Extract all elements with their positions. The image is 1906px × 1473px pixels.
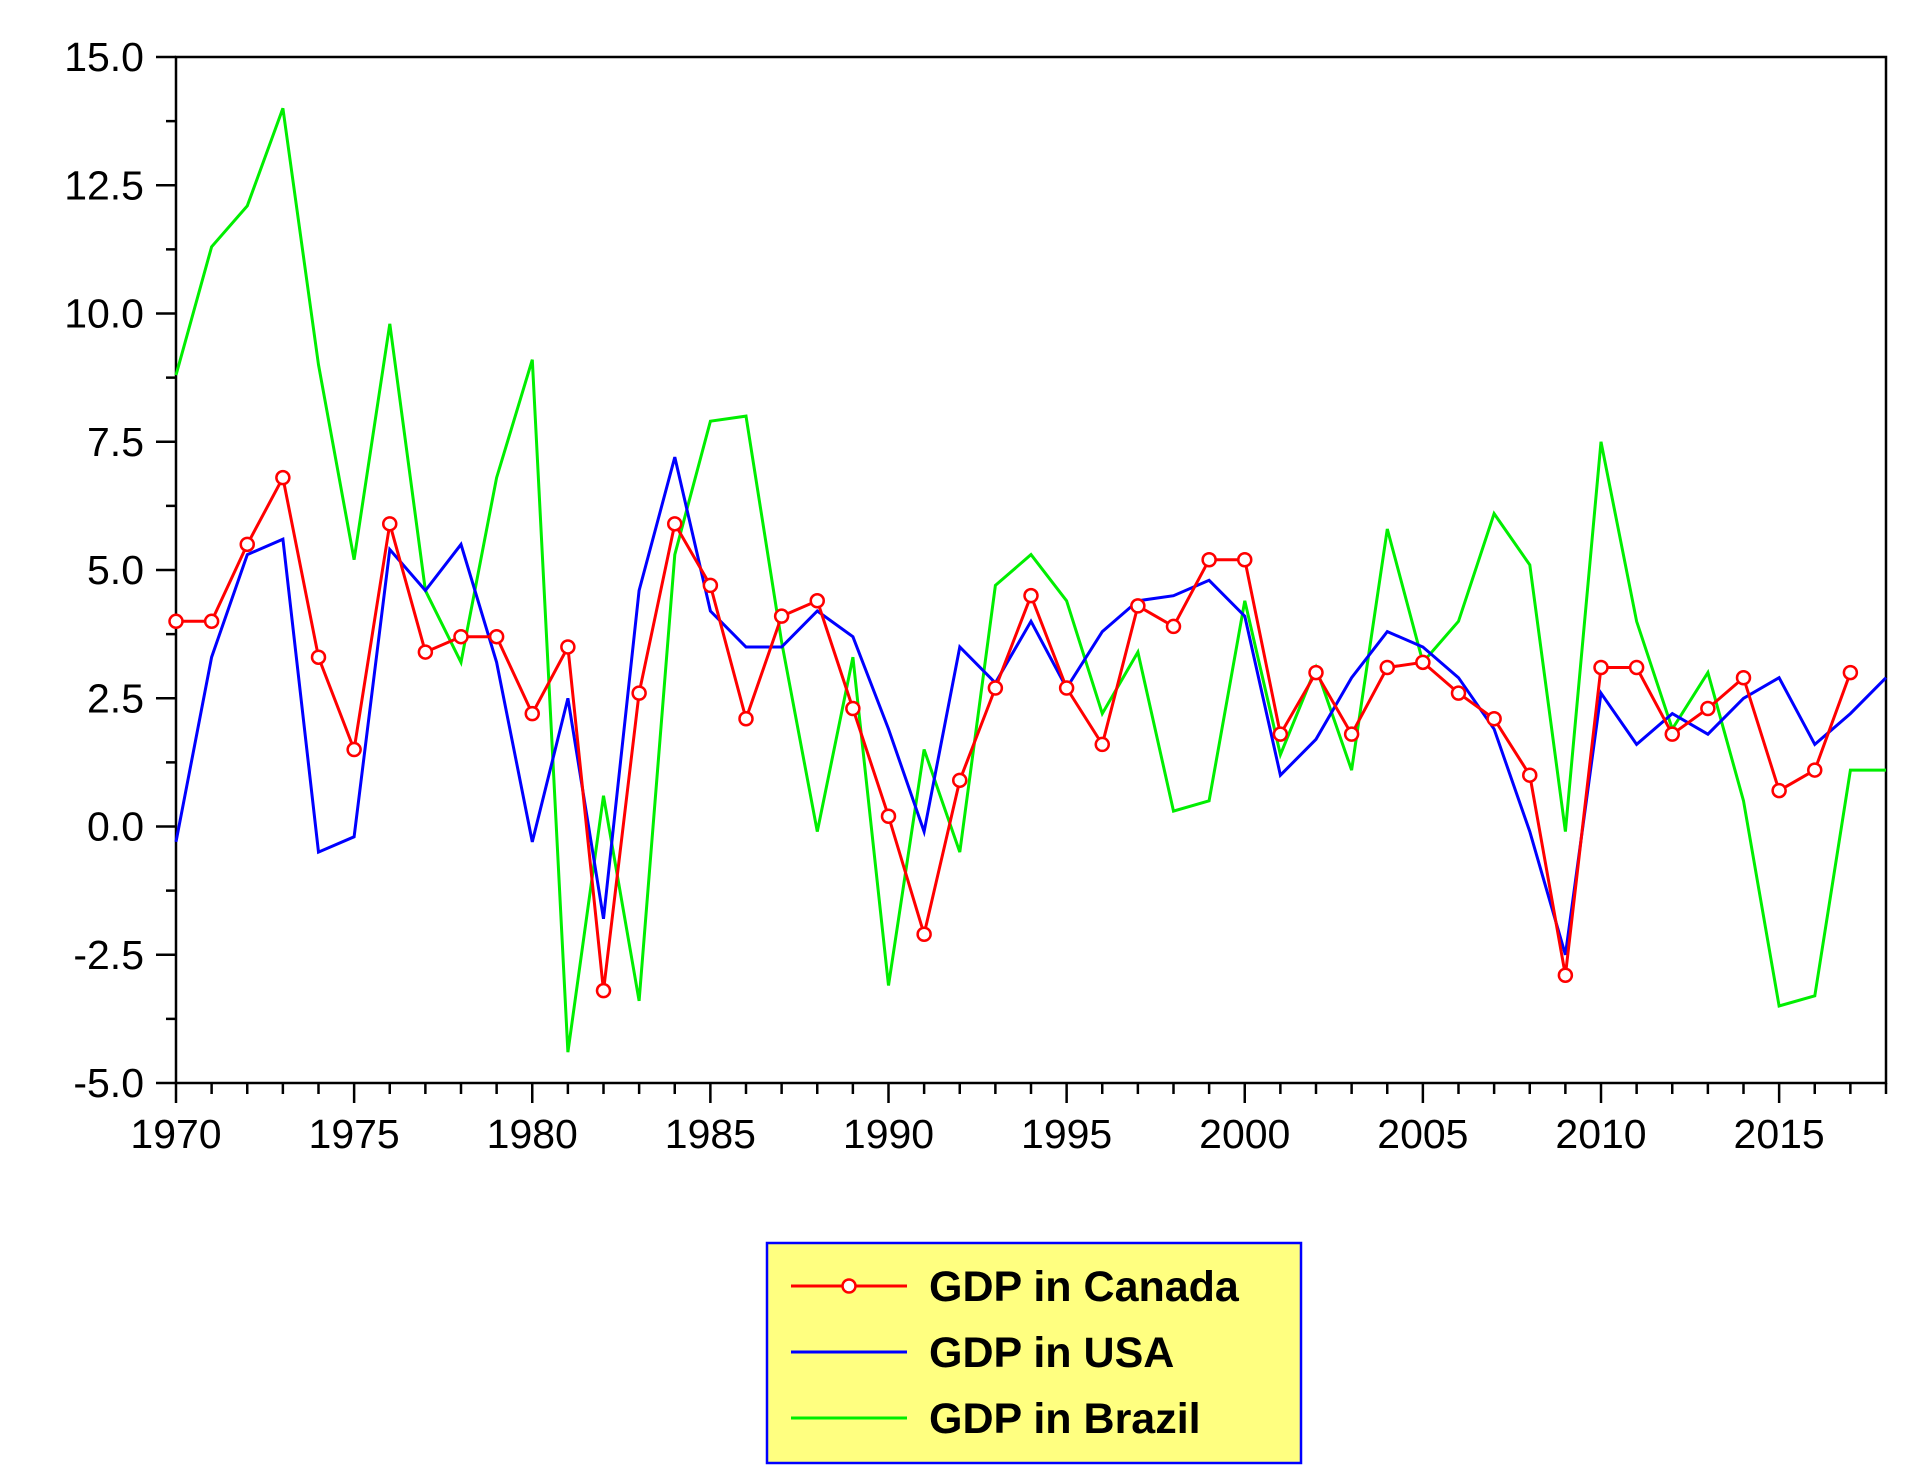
y-tick-label: 12.5 bbox=[64, 162, 144, 208]
data-point-gdp-in-canada bbox=[1023, 587, 1039, 604]
y-tick-label: -2.5 bbox=[73, 932, 144, 978]
data-point-gdp-in-canada bbox=[1664, 726, 1680, 742]
data-point-gdp-in-canada bbox=[1486, 711, 1502, 727]
data-point-gdp-in-canada bbox=[168, 613, 184, 630]
data-point-gdp-in-canada bbox=[346, 741, 362, 758]
data-point-gdp-in-canada bbox=[738, 711, 754, 727]
data-point-gdp-in-canada bbox=[1700, 700, 1716, 717]
data-point-gdp-in-canada bbox=[702, 577, 719, 594]
data-point-gdp-in-canada bbox=[631, 685, 647, 701]
data-point-gdp-in-canada bbox=[524, 705, 540, 722]
data-point-gdp-in-canada bbox=[1272, 726, 1289, 742]
data-point-gdp-in-canada bbox=[809, 593, 825, 609]
data-point-gdp-in-canada bbox=[1557, 967, 1574, 984]
x-tick-label: 1980 bbox=[487, 1111, 578, 1157]
y-tick-label: 0.0 bbox=[87, 804, 144, 850]
x-tick-label: 1975 bbox=[309, 1111, 400, 1157]
data-point-gdp-in-canada bbox=[560, 639, 576, 655]
data-point-gdp-in-canada bbox=[310, 649, 327, 665]
data-point-gdp-in-canada bbox=[1522, 767, 1538, 783]
data-point-gdp-in-canada bbox=[1807, 762, 1823, 778]
data-point-gdp-in-canada bbox=[595, 982, 612, 999]
series-line-gdp-in-canada bbox=[176, 473, 1852, 991]
data-point-gdp-in-canada bbox=[987, 680, 1004, 696]
data-point-gdp-in-canada bbox=[1771, 782, 1787, 799]
series-line-gdp-in-usa bbox=[174, 456, 1888, 956]
data-point-gdp-in-canada bbox=[1842, 664, 1859, 681]
data-point-gdp-in-canada bbox=[845, 700, 861, 717]
legend-box bbox=[765, 1241, 1303, 1465]
legend-marker-gdp-in-canada bbox=[841, 1278, 857, 1294]
data-point-gdp-in-canada bbox=[1343, 726, 1360, 742]
data-point-gdp-in-canada bbox=[1130, 598, 1146, 614]
x-tick-label: 2010 bbox=[1555, 1111, 1646, 1157]
x-tick-label: 2015 bbox=[1734, 1111, 1825, 1157]
data-point-gdp-in-canada bbox=[916, 926, 932, 942]
y-tick-label: 2.5 bbox=[87, 675, 144, 721]
data-point-gdp-in-canada bbox=[453, 628, 469, 645]
x-tick-label: 1990 bbox=[843, 1111, 934, 1157]
y-tick-label: 7.5 bbox=[87, 419, 144, 465]
data-point-gdp-in-canada bbox=[1379, 659, 1395, 676]
data-point-gdp-in-canada bbox=[239, 536, 255, 553]
series-line-gdp-in-brazil bbox=[174, 107, 1886, 1053]
data-point-gdp-in-canada bbox=[667, 516, 683, 532]
x-tick-label: 1995 bbox=[1021, 1111, 1112, 1157]
legend-label-gdp-in-usa: GDP in USA bbox=[929, 1329, 1174, 1377]
x-tick-label: 1970 bbox=[130, 1111, 221, 1157]
data-point-gdp-in-canada bbox=[1165, 618, 1182, 635]
data-point-gdp-in-canada bbox=[952, 772, 968, 789]
y-tick-label: -5.0 bbox=[73, 1060, 144, 1106]
data-point-gdp-in-canada bbox=[1201, 551, 1217, 568]
data-point-gdp-in-canada bbox=[1308, 664, 1324, 681]
legend-label-gdp-in-canada: GDP in Canada bbox=[929, 1263, 1240, 1311]
data-point-gdp-in-canada bbox=[880, 808, 897, 824]
data-point-gdp-in-canada bbox=[1094, 736, 1110, 753]
x-tick-label: 2000 bbox=[1199, 1111, 1290, 1157]
data-point-gdp-in-canada bbox=[1415, 654, 1431, 671]
data-point-gdp-in-canada bbox=[1058, 680, 1075, 696]
legend-label-gdp-in-brazil: GDP in Brazil bbox=[929, 1395, 1201, 1443]
y-tick-label: 10.0 bbox=[64, 291, 144, 337]
data-point-gdp-in-canada bbox=[1593, 659, 1609, 676]
data-point-gdp-in-canada bbox=[1450, 685, 1467, 701]
data-point-gdp-in-canada bbox=[203, 613, 220, 630]
data-point-gdp-in-canada bbox=[1628, 659, 1645, 676]
plot-frame bbox=[174, 55, 1888, 1085]
y-tick-label: 15.0 bbox=[64, 34, 144, 80]
y-tick-label: 5.0 bbox=[87, 547, 144, 593]
data-point-gdp-in-canada bbox=[1735, 669, 1752, 686]
data-point-gdp-in-canada bbox=[275, 469, 291, 486]
x-tick-label: 1985 bbox=[665, 1111, 756, 1157]
data-point-gdp-in-canada bbox=[417, 644, 434, 660]
data-point-gdp-in-canada bbox=[1237, 551, 1253, 568]
data-point-gdp-in-canada bbox=[382, 516, 398, 532]
data-point-gdp-in-canada bbox=[488, 628, 505, 645]
x-tick-label: 2005 bbox=[1377, 1111, 1468, 1157]
data-point-gdp-in-canada bbox=[773, 608, 790, 624]
